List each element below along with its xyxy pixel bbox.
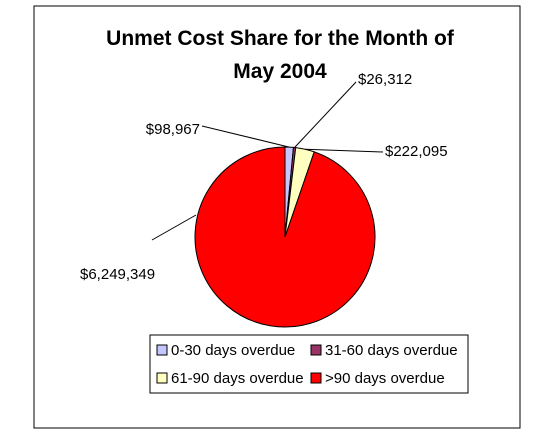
legend-label: 31-60 days overdue: [325, 342, 458, 359]
leader-line: [294, 81, 357, 148]
legend-swatch: [310, 372, 322, 384]
data-label: $6,249,349: [80, 266, 155, 283]
data-label: $98,967: [146, 121, 200, 138]
legend-swatch: [156, 372, 168, 384]
pie-slice: [194, 146, 376, 328]
legend-swatch: [156, 344, 168, 356]
leader-line: [201, 125, 290, 148]
legend-label: 61-90 days overdue: [171, 370, 304, 387]
data-label: $26,312: [358, 71, 412, 88]
legend-label: 0-30 days overdue: [171, 342, 295, 359]
data-label: $222,095: [385, 143, 448, 160]
legend-swatch: [310, 344, 322, 356]
legend-box: [149, 334, 469, 394]
chart-title: Unmet Cost Share for the Month of May 20…: [106, 27, 454, 83]
leader-line: [305, 148, 384, 153]
leader-line: [151, 214, 197, 241]
legend-label: >90 days overdue: [325, 370, 445, 387]
